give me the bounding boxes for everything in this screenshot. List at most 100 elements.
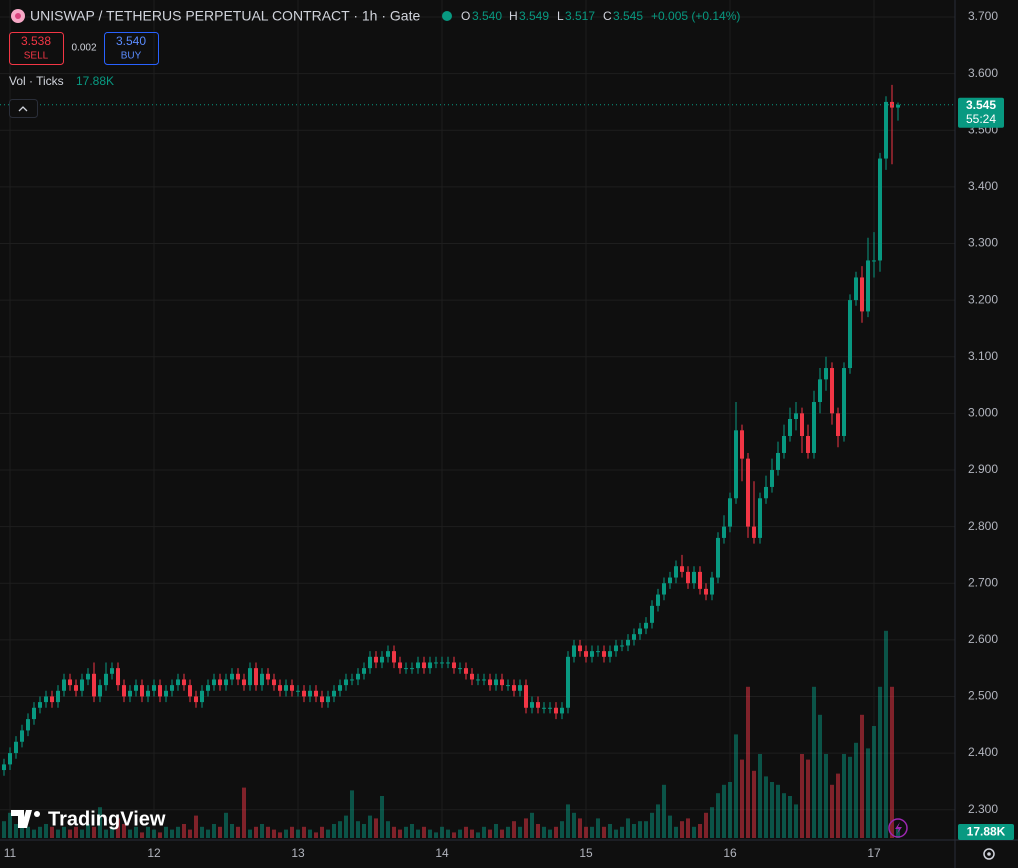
sell-button[interactable] bbox=[9, 32, 64, 65]
y-tick-label: 3.000 bbox=[968, 406, 998, 420]
candle-body bbox=[320, 696, 324, 703]
event-icon[interactable] bbox=[888, 818, 908, 838]
volume-bar bbox=[680, 821, 684, 838]
candle-body bbox=[644, 622, 648, 629]
symbol-title[interactable]: UNISWAP / TETHERUS PERPETUAL CONTRACT · … bbox=[30, 8, 420, 24]
candle-body bbox=[782, 435, 786, 453]
candle-body bbox=[248, 668, 252, 686]
volume-bar bbox=[860, 714, 864, 838]
candle-body bbox=[848, 300, 852, 369]
candle-body bbox=[80, 679, 84, 691]
volume-bar bbox=[170, 829, 174, 838]
candle-body bbox=[770, 469, 774, 487]
y-tick-label: 3.400 bbox=[968, 179, 998, 193]
candle-body bbox=[380, 656, 384, 663]
candle-body bbox=[698, 571, 702, 589]
candle-body bbox=[866, 260, 870, 312]
volume-indicator-label[interactable]: Vol · Ticks bbox=[9, 74, 64, 88]
candle-body bbox=[116, 668, 120, 686]
candle-body bbox=[236, 673, 240, 680]
settings-icon[interactable] bbox=[983, 848, 995, 860]
candle-body bbox=[464, 668, 468, 674]
candle-body bbox=[368, 656, 372, 669]
candle-body bbox=[746, 458, 750, 527]
volume-bar bbox=[434, 832, 438, 838]
volume-bar bbox=[854, 742, 858, 838]
volume-bar bbox=[374, 818, 378, 838]
candle-body bbox=[110, 668, 114, 674]
volume-bar bbox=[500, 829, 504, 838]
volume-bar bbox=[704, 812, 708, 838]
volume-bar bbox=[62, 826, 66, 838]
candle-body bbox=[134, 685, 138, 691]
candle-body bbox=[308, 690, 312, 697]
candle-body bbox=[620, 645, 624, 647]
candle-body bbox=[728, 498, 732, 527]
volume-bar bbox=[458, 829, 462, 838]
candle-body bbox=[260, 673, 264, 686]
volume-bar bbox=[212, 824, 216, 838]
volume-bar bbox=[722, 784, 726, 838]
volume-bar bbox=[752, 770, 756, 838]
volume-bar bbox=[794, 804, 798, 838]
candle-body bbox=[272, 679, 276, 686]
volume-bar bbox=[494, 824, 498, 838]
candle-body bbox=[824, 368, 828, 380]
candle-body bbox=[716, 537, 720, 578]
ohlc-value: 3.517 bbox=[565, 9, 595, 23]
candle-body bbox=[626, 639, 630, 646]
logo-text[interactable]: TradingView bbox=[48, 808, 166, 830]
volume-bar bbox=[890, 686, 894, 838]
candle-body bbox=[44, 696, 48, 703]
candle-body bbox=[194, 696, 198, 703]
candle-body bbox=[170, 685, 174, 691]
candle-body bbox=[68, 679, 72, 686]
candle-body bbox=[206, 685, 210, 691]
volume-bar bbox=[536, 824, 540, 838]
volume-bar bbox=[842, 754, 846, 838]
volume-bar bbox=[206, 829, 210, 838]
candle-body bbox=[602, 651, 606, 657]
candle-body bbox=[140, 685, 144, 697]
candle-body bbox=[446, 662, 450, 664]
volume-bar bbox=[50, 826, 54, 838]
candle-body bbox=[26, 719, 30, 731]
volume-bar bbox=[332, 824, 336, 838]
candle-body bbox=[794, 413, 798, 419]
candle-body bbox=[62, 679, 66, 691]
candle-body bbox=[692, 571, 696, 584]
candle-body bbox=[32, 707, 36, 720]
candle-body bbox=[458, 668, 462, 670]
volume-bar bbox=[200, 826, 204, 838]
candle-body bbox=[536, 702, 540, 708]
volume-bar bbox=[74, 826, 78, 838]
volume-bar bbox=[698, 824, 702, 838]
candle-body bbox=[872, 260, 876, 262]
volume-bar bbox=[2, 821, 6, 838]
candle-body bbox=[884, 101, 888, 159]
volume-bar bbox=[512, 821, 516, 838]
candle-body bbox=[542, 707, 546, 709]
collapse-button[interactable] bbox=[9, 99, 38, 118]
buy-button[interactable] bbox=[104, 32, 159, 65]
volume-bar bbox=[140, 832, 144, 838]
volume-bar bbox=[848, 756, 852, 838]
volume-bar bbox=[290, 826, 294, 838]
volume-bar bbox=[896, 827, 900, 838]
volume-bar bbox=[608, 824, 612, 838]
candle-body bbox=[788, 419, 792, 436]
volume-bar bbox=[620, 826, 624, 838]
volume-bar bbox=[686, 818, 690, 838]
candle-body bbox=[800, 413, 804, 436]
candle-body bbox=[176, 679, 180, 686]
candle-body bbox=[344, 679, 348, 686]
volume-bar bbox=[416, 829, 420, 838]
volume-bar bbox=[506, 826, 510, 838]
volume-bar bbox=[824, 754, 828, 838]
candle-body bbox=[554, 707, 558, 714]
volume-bar bbox=[398, 829, 402, 838]
volume-bar bbox=[284, 829, 288, 838]
ohlc-label: L bbox=[557, 9, 564, 23]
y-tick-label: 3.600 bbox=[968, 66, 998, 80]
candle-body bbox=[524, 685, 528, 708]
